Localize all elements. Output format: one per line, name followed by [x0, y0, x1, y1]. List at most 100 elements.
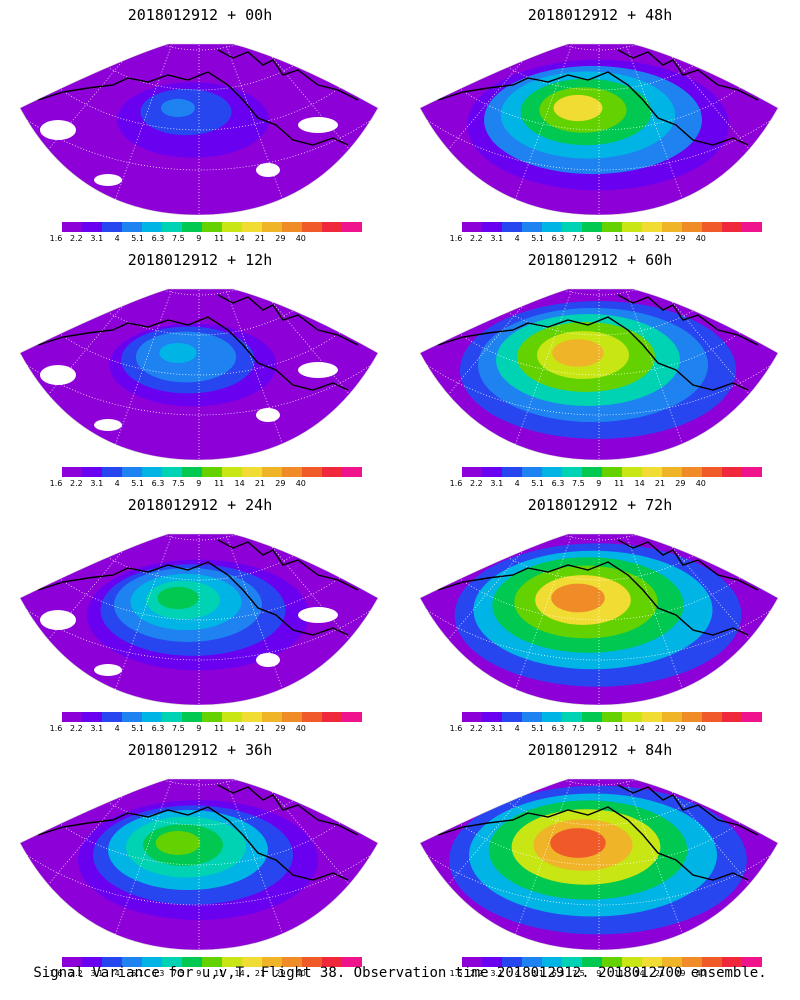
colorbar-ticks: 1.6 2.2 3.1 4 5.1 6.3 7.5 9 11 14 21 29 40 [50, 724, 356, 736]
colorbar-segment [622, 222, 642, 232]
colorbar-segment [262, 467, 282, 477]
colorbar-segment [282, 712, 302, 722]
colorbar-tick-label: 9 [196, 724, 202, 733]
graticule-meridian [198, 44, 378, 215]
colorbar-tick-label: 1.6 [49, 724, 63, 733]
colorbar-tick-label: 9 [196, 969, 202, 978]
panel-title: 2018012912 + 84h [527, 741, 673, 759]
colorbar-segment [302, 712, 322, 722]
colorbar-ticks: 1.6 2.2 3.1 4 5.1 6.3 7.5 9 11 14 21 29 40 [450, 479, 756, 491]
colorbar-segment [182, 957, 202, 967]
colorbar-tick-label: 7.5 [172, 479, 185, 488]
map-outline [419, 288, 779, 460]
colorbar-tick-label: 40 [695, 234, 706, 243]
colorbar-tick-label: 2.2 [470, 234, 483, 243]
colorbar-tick-label: 9 [596, 234, 602, 243]
colorbar-segment [602, 467, 622, 477]
colorbar-tick-label: 29 [675, 724, 686, 733]
missing-data-area [40, 120, 76, 140]
variance-map [19, 288, 379, 460]
colorbar-tick-label: 14 [634, 234, 645, 243]
variance-map [419, 288, 779, 460]
colorbar-tick-label: 14 [234, 724, 245, 733]
colorbar-tick-label: 1.6 [449, 479, 463, 488]
colorbar-tick-label: 7.5 [572, 479, 585, 488]
colorbar-ticks: 1.6 2.2 3.1 4 5.1 6.3 7.5 9 11 14 21 29 40 [50, 969, 356, 981]
panel-title: 2018012912 + 48h [527, 6, 673, 24]
colorbar-tick-label: 29 [675, 969, 686, 978]
colorbar-segment [562, 467, 582, 477]
colorbar-tick-label: 5.1 [131, 479, 144, 488]
colorbar-segment [622, 712, 642, 722]
colorbar [462, 712, 762, 722]
colorbar-tick-label: 1.6 [449, 969, 463, 978]
colorbar-segment [202, 467, 222, 477]
colorbar-segment [622, 467, 642, 477]
graticule-latitude [94, 44, 304, 51]
colorbar-segment [302, 957, 322, 967]
colorbar-tick-label: 6.3 [551, 724, 565, 733]
colorbar-segment [742, 222, 762, 232]
colorbar-tick-label: 29 [675, 234, 686, 243]
colorbar-tick-label: 14 [234, 969, 245, 978]
colorbar-segment [702, 712, 722, 722]
colorbar-segment [122, 467, 142, 477]
colorbar-tick-label: 7.5 [572, 969, 585, 978]
colorbar-tick-label: 1.6 [449, 234, 463, 243]
colorbar [62, 467, 362, 477]
colorbar-segment [582, 222, 602, 232]
colorbar-tick-label: 11 [214, 724, 225, 733]
colorbar-segment [622, 957, 642, 967]
colorbar-tick-label: 14 [234, 234, 245, 243]
panel-title: 2018012912 + 72h [527, 496, 673, 514]
colorbar-tick-label: 29 [275, 969, 286, 978]
colorbar-segment [142, 467, 162, 477]
colorbar-tick-label: 40 [295, 479, 306, 488]
colorbar-segment [302, 222, 322, 232]
colorbar-segment [242, 957, 262, 967]
colorbar-segment [542, 712, 562, 722]
colorbar-segment [282, 467, 302, 477]
colorbar-ticks: 1.6 2.2 3.1 4 5.1 6.3 7.5 9 11 14 21 29 40 [50, 479, 356, 491]
colorbar [62, 957, 362, 967]
colorbar-tick-label: 5.1 [131, 234, 144, 243]
variance-contour [157, 586, 199, 610]
coastline [437, 539, 759, 636]
colorbar-segment [262, 712, 282, 722]
colorbar-tick-label: 4 [514, 969, 520, 978]
colorbar-segment [742, 467, 762, 477]
colorbar-tick-label: 11 [214, 479, 225, 488]
colorbar-ticks: 1.6 2.2 3.1 4 5.1 6.3 7.5 9 11 14 21 29 40 [50, 234, 356, 246]
missing-data-area [256, 408, 280, 422]
colorbar-segment [202, 222, 222, 232]
map-outline [419, 43, 779, 215]
missing-data-area [256, 653, 280, 667]
colorbar-tick-label: 3.1 [90, 479, 104, 488]
colorbar-segment [62, 712, 82, 722]
colorbar-tick-label: 5.1 [531, 479, 544, 488]
colorbar-tick-label: 40 [695, 479, 706, 488]
colorbar-segment [162, 467, 182, 477]
colorbar-segment [722, 957, 742, 967]
colorbar-tick-label: 14 [634, 724, 645, 733]
colorbar-tick-label: 9 [596, 969, 602, 978]
colorbar-segment [122, 957, 142, 967]
map-outline [19, 533, 379, 705]
colorbar-segment [682, 957, 702, 967]
colorbar-tick-label: 21 [654, 234, 666, 243]
colorbar-tick-label: 6.3 [151, 479, 165, 488]
colorbar-segment [542, 467, 562, 477]
colorbar-segment [222, 222, 242, 232]
panel-title: 2018012912 + 24h [127, 496, 273, 514]
missing-data-area [40, 610, 76, 630]
colorbar-segment [702, 222, 722, 232]
variance-contour [552, 339, 604, 367]
graticule-latitude [494, 534, 704, 541]
missing-data-area [298, 362, 338, 378]
variance-contour [155, 831, 201, 855]
colorbar-ticks: 1.6 2.2 3.1 4 5.1 6.3 7.5 9 11 14 21 29 40 [450, 969, 756, 981]
colorbar-tick-label: 14 [234, 479, 245, 488]
colorbar-segment [662, 467, 682, 477]
colorbar-tick-label: 3.1 [490, 724, 504, 733]
colorbar-segment [582, 467, 602, 477]
